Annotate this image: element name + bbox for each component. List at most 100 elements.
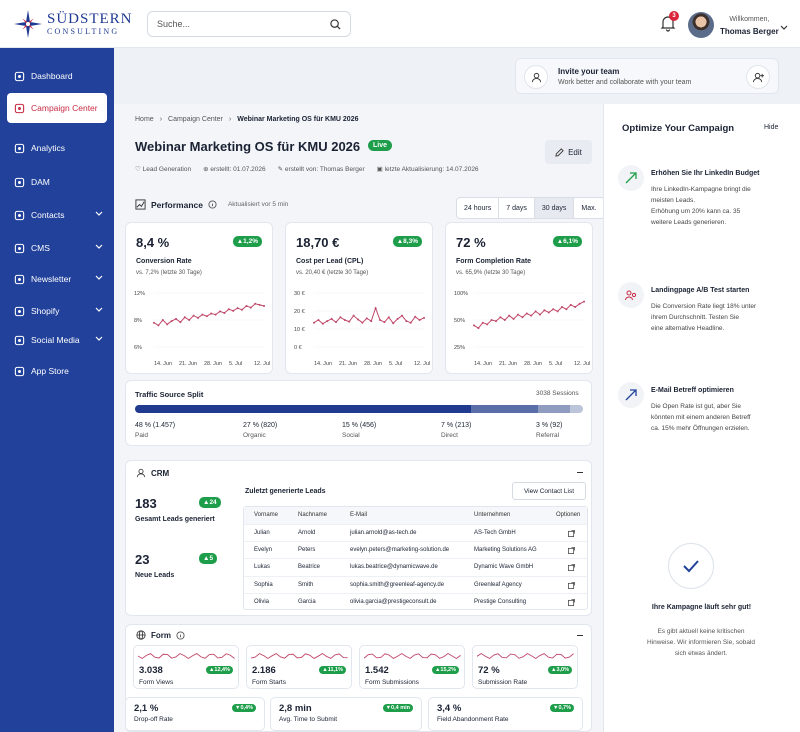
table-row[interactable]: Olivia Garcia olivia.garcia@prestigeconsul… bbox=[244, 592, 587, 610]
breadcrumb-campaign-center[interactable]: Campaign Center bbox=[168, 116, 223, 123]
traffic-value: 48 % (1.457) bbox=[135, 422, 176, 429]
external-link-icon[interactable] bbox=[568, 581, 575, 589]
data-point bbox=[486, 323, 489, 326]
sidebar-item-label: Newsletter bbox=[31, 274, 72, 284]
tab-7-days[interactable]: 7 days bbox=[499, 198, 535, 218]
sidebar-item-analytics[interactable]: Analytics bbox=[7, 135, 107, 161]
globe-icon bbox=[136, 630, 146, 640]
hide-button[interactable]: Hide bbox=[764, 124, 779, 131]
table-row[interactable]: Evelyn Peters evelyn.peters@marketing-solu… bbox=[244, 541, 587, 558]
sidebar-item-contacts[interactable]: Contacts bbox=[7, 202, 107, 228]
table-cell: Julian bbox=[254, 530, 270, 536]
data-point bbox=[508, 314, 511, 317]
data-point bbox=[539, 313, 541, 316]
form-metric-value: 2.186 bbox=[252, 665, 276, 676]
data-point bbox=[499, 316, 502, 319]
suggestion-title[interactable]: E-Mail Betreff optimieren bbox=[651, 387, 734, 394]
table-cell[interactable]: evelyn.peters@marketing-solution.de bbox=[350, 547, 450, 554]
form-metric-badge: ▲12,4% bbox=[205, 666, 233, 674]
data-point bbox=[583, 300, 585, 303]
table-cell[interactable]: sophia.smith@greenleaf-agency.de bbox=[350, 581, 445, 588]
data-point bbox=[370, 320, 373, 323]
data-point bbox=[495, 320, 497, 323]
sidebar-item-newsletter[interactable]: Newsletter bbox=[7, 266, 107, 292]
sidebar-item-shopify[interactable]: Shopify bbox=[7, 298, 107, 324]
form-metric-card: 3,4 % ▼0,7% Field Abandonment Rate bbox=[428, 697, 583, 731]
user-menu[interactable]: Willkommen, Thomas Berger bbox=[720, 14, 779, 38]
external-link-icon[interactable] bbox=[568, 564, 575, 572]
table-row[interactable]: Sophia Smith sophia.smith@greenleaf-agency… bbox=[244, 575, 587, 593]
data-point bbox=[361, 321, 364, 324]
traffic-legend-item: 3 % (92) Referral bbox=[536, 421, 562, 441]
invite-title: Invite your team bbox=[558, 67, 620, 76]
contacts-icon bbox=[14, 210, 25, 220]
data-point bbox=[201, 313, 204, 316]
chevron-down-icon[interactable] bbox=[95, 336, 103, 341]
kpi-comparison: vs. 7,2% (letzte 30 Tage) bbox=[136, 270, 202, 276]
form-metric-label: Submission Rate bbox=[478, 679, 528, 686]
sidebar-item-label: Analytics bbox=[31, 143, 66, 153]
avatar[interactable] bbox=[688, 12, 714, 38]
total-leads-badge: ▲24 bbox=[199, 497, 221, 508]
data-point bbox=[326, 320, 329, 323]
search-input[interactable]: Suche... bbox=[147, 11, 351, 37]
add-user-icon[interactable] bbox=[746, 65, 770, 89]
sidebar-item-dashboard[interactable]: Dashboard bbox=[7, 63, 107, 89]
form-metric-card: 2,1 % ▼0,4% Drop-off Rate bbox=[125, 697, 265, 731]
collapse-crm-button[interactable] bbox=[577, 472, 583, 473]
compass-star-icon bbox=[14, 10, 42, 38]
traffic-legend-item: 27 % (820) Organic bbox=[243, 421, 277, 441]
sidebar-item-dam[interactable]: DAM bbox=[7, 169, 107, 195]
breadcrumb-home[interactable]: Home bbox=[135, 116, 154, 123]
image-icon bbox=[14, 177, 25, 187]
table-row[interactable]: Julian Arnold julian.arnold@as-tech.de AS-T… bbox=[244, 524, 587, 541]
invite-team-banner[interactable]: Invite your team Work better and collabo… bbox=[515, 58, 779, 94]
table-cell: Arnold bbox=[298, 530, 316, 536]
notification-badge: 3 bbox=[669, 11, 679, 21]
data-point bbox=[547, 311, 550, 314]
x-tick-label: 21. Jun bbox=[499, 361, 517, 367]
suggestion-title[interactable]: Landingpage A/B Test starten bbox=[651, 287, 750, 294]
chevron-down-icon[interactable] bbox=[780, 25, 788, 30]
chevron-down-icon[interactable] bbox=[95, 244, 103, 249]
data-point bbox=[352, 314, 355, 317]
tab-24-hours[interactable]: 24 hours bbox=[457, 198, 500, 218]
logo[interactable]: SÜDSTERN CONSULTING bbox=[14, 10, 133, 38]
range-tabs: 24 hours 7 days 30 days Max. bbox=[456, 197, 605, 219]
tab-max[interactable]: Max. bbox=[581, 204, 597, 212]
table-cell[interactable]: julian.arnold@as-tech.de bbox=[350, 530, 417, 536]
external-link-icon[interactable] bbox=[568, 547, 575, 555]
collapse-form-button[interactable] bbox=[577, 635, 583, 636]
chevron-down-icon[interactable] bbox=[95, 211, 103, 216]
chevron-down-icon[interactable] bbox=[95, 307, 103, 312]
dashboard-icon bbox=[14, 71, 25, 81]
data-point bbox=[387, 316, 390, 319]
campaign-icon bbox=[14, 103, 25, 113]
data-point bbox=[556, 310, 559, 313]
traffic-legend-item: 7 % (213) Direct bbox=[441, 421, 471, 441]
edit-button[interactable]: Edit bbox=[545, 140, 592, 164]
sidebar-item-cms[interactable]: CMS bbox=[7, 235, 107, 261]
sidebar-item-campaign-center[interactable]: Campaign Center bbox=[7, 93, 107, 123]
kpi-value: 8,4 % bbox=[136, 235, 170, 250]
form-title: Form bbox=[151, 630, 171, 640]
table-row[interactable]: Lukas Beatrice lukas.beatrice@dynamicwave.… bbox=[244, 558, 587, 575]
sidebar-item-social-media[interactable]: Social Media bbox=[7, 327, 107, 353]
table-cell[interactable]: olivia.garcia@prestigeconsult.de bbox=[350, 598, 437, 605]
table-cell: Evelyn bbox=[254, 547, 273, 554]
tab-30-days[interactable]: 30 days bbox=[534, 198, 575, 218]
data-point bbox=[569, 303, 572, 306]
series-line bbox=[153, 303, 265, 327]
chevron-down-icon[interactable] bbox=[95, 275, 103, 280]
sidebar-item-app-store[interactable]: App Store bbox=[7, 358, 107, 384]
table-cell: Greenleaf Agency bbox=[474, 581, 522, 588]
x-tick-label: 21. Jun bbox=[339, 361, 357, 367]
recent-leads-title: Zuletzt generierte Leads bbox=[245, 488, 326, 495]
external-link-icon[interactable] bbox=[568, 598, 575, 606]
suggestion-title[interactable]: Erhöhen Sie Ihr LinkedIn Budget bbox=[651, 170, 760, 177]
external-link-icon[interactable] bbox=[568, 530, 575, 537]
table-cell[interactable]: lukas.beatrice@dynamicwave.de bbox=[350, 564, 438, 571]
view-contact-list-button[interactable]: View Contact List bbox=[512, 482, 586, 500]
table-cell: Marketing Solutions AG bbox=[474, 547, 537, 554]
y-tick-label: 50% bbox=[454, 318, 465, 324]
